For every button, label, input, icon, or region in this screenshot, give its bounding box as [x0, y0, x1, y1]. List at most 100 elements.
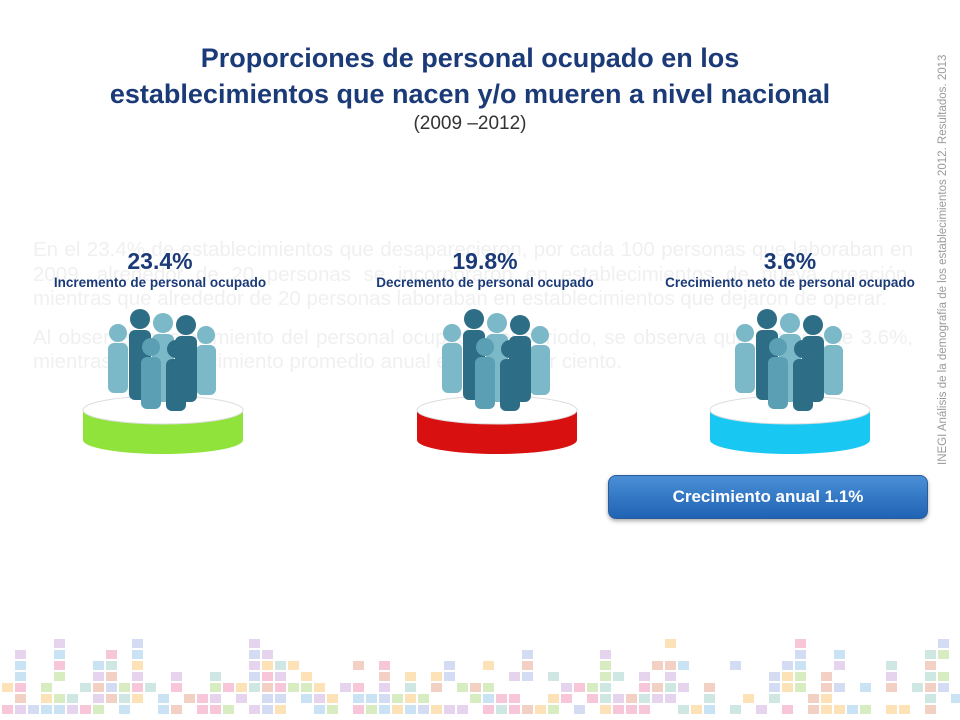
decorative-square: [171, 683, 182, 692]
decorative-square: [405, 672, 416, 681]
stat-decrease-label: Decremento de personal ocupado: [376, 275, 594, 290]
decorative-square: [275, 694, 286, 703]
people-icon: [735, 309, 843, 411]
decorative-square: [587, 694, 598, 703]
sidebar-caption: INEGI Análisis de la demografía de los e…: [930, 0, 954, 470]
decorative-square: [288, 661, 299, 670]
decorative-square: [925, 694, 936, 703]
decorative-square: [314, 694, 325, 703]
decorative-square: [379, 683, 390, 692]
decorative-square: [834, 705, 845, 714]
page-title: Proporciones de personal ocupado en los …: [20, 40, 920, 136]
decorative-square: [275, 661, 286, 670]
decorative-square: [483, 661, 494, 670]
decorative-square: [821, 705, 832, 714]
decorative-square: [613, 672, 624, 681]
decorative-square: [704, 683, 715, 692]
decorative-square: [756, 705, 767, 714]
decorative-square: [54, 672, 65, 681]
decorative-square: [158, 705, 169, 714]
stat-decrease: 19.8% Decremento de personal ocupado: [355, 248, 615, 292]
decorative-square: [106, 694, 117, 703]
decorative-square: [418, 694, 429, 703]
decorative-square: [509, 705, 520, 714]
decorative-square: [574, 683, 585, 692]
decorative-square: [132, 672, 143, 681]
annual-growth-button[interactable]: Crecimiento anual 1.1%: [608, 475, 928, 519]
decorative-square: [457, 705, 468, 714]
decorative-square: [925, 661, 936, 670]
decorative-square: [834, 683, 845, 692]
title-line-2: establecimientos que nacen y/o mueren a …: [109, 79, 831, 109]
decorative-square: [626, 705, 637, 714]
decorative-square: [665, 683, 676, 692]
decorative-square: [795, 672, 806, 681]
decorative-square: [54, 661, 65, 670]
decorative-square: [938, 639, 949, 648]
people-group-net-growth: [709, 309, 871, 454]
decorative-square: [249, 639, 260, 648]
decorative-square: [54, 705, 65, 714]
decorative-square: [951, 694, 960, 703]
decorative-square: [938, 650, 949, 659]
decorative-square: [41, 683, 52, 692]
decorative-square: [249, 705, 260, 714]
decorative-square: [93, 705, 104, 714]
decorative-square: [769, 672, 780, 681]
decorative-square: [665, 639, 676, 648]
decorative-square: [613, 705, 624, 714]
decorative-square: [301, 683, 312, 692]
decorative-square: [314, 683, 325, 692]
decorative-square: [925, 650, 936, 659]
decorative-square: [769, 683, 780, 692]
decorative-square: [249, 650, 260, 659]
decorative-square: [392, 694, 403, 703]
decorative-square: [600, 650, 611, 659]
decorative-square: [106, 650, 117, 659]
decorative-square: [379, 672, 390, 681]
decorative-square: [106, 661, 117, 670]
decorative-square: [795, 683, 806, 692]
decorative-square: [80, 683, 91, 692]
decorative-square: [145, 683, 156, 692]
title-period: (2009 –2012): [413, 113, 527, 134]
decorative-square: [821, 683, 832, 692]
decorative-square: [496, 694, 507, 703]
decorative-square: [405, 705, 416, 714]
decorative-square: [54, 694, 65, 703]
decorative-square: [600, 705, 611, 714]
decorative-square: [925, 705, 936, 714]
people-icon: [108, 309, 216, 411]
title-line-1: Proporciones de personal ocupado en los: [200, 43, 740, 73]
decorative-square: [600, 683, 611, 692]
decorative-square: [483, 705, 494, 714]
decorative-square: [574, 705, 585, 714]
decorative-square: [769, 694, 780, 703]
decorative-square: [639, 694, 650, 703]
decorative-square: [938, 672, 949, 681]
decorative-square: [184, 694, 195, 703]
decorative-square: [132, 694, 143, 703]
decorative-square: [912, 683, 923, 692]
decorative-square: [210, 694, 221, 703]
decorative-square: [262, 672, 273, 681]
decorative-square: [93, 672, 104, 681]
stat-increase-label: Incremento de personal ocupado: [53, 275, 267, 290]
decorative-square: [431, 683, 442, 692]
decorative-square: [834, 661, 845, 670]
decorative-square: [119, 694, 130, 703]
decorative-square: [171, 705, 182, 714]
decorative-square: [795, 650, 806, 659]
decorative-square: [613, 694, 624, 703]
decorative-square: [119, 705, 130, 714]
background-paragraph-1: En el 23.4% de establecimientos que desa…: [33, 238, 913, 310]
decorative-square: [639, 705, 650, 714]
decorative-square: [93, 683, 104, 692]
decorative-square: [626, 694, 637, 703]
decorative-square: [938, 683, 949, 692]
decorative-square: [41, 694, 52, 703]
decorative-square: [886, 705, 897, 714]
decorative-square: [93, 694, 104, 703]
decorative-square: [444, 672, 455, 681]
decorative-square: [782, 661, 793, 670]
